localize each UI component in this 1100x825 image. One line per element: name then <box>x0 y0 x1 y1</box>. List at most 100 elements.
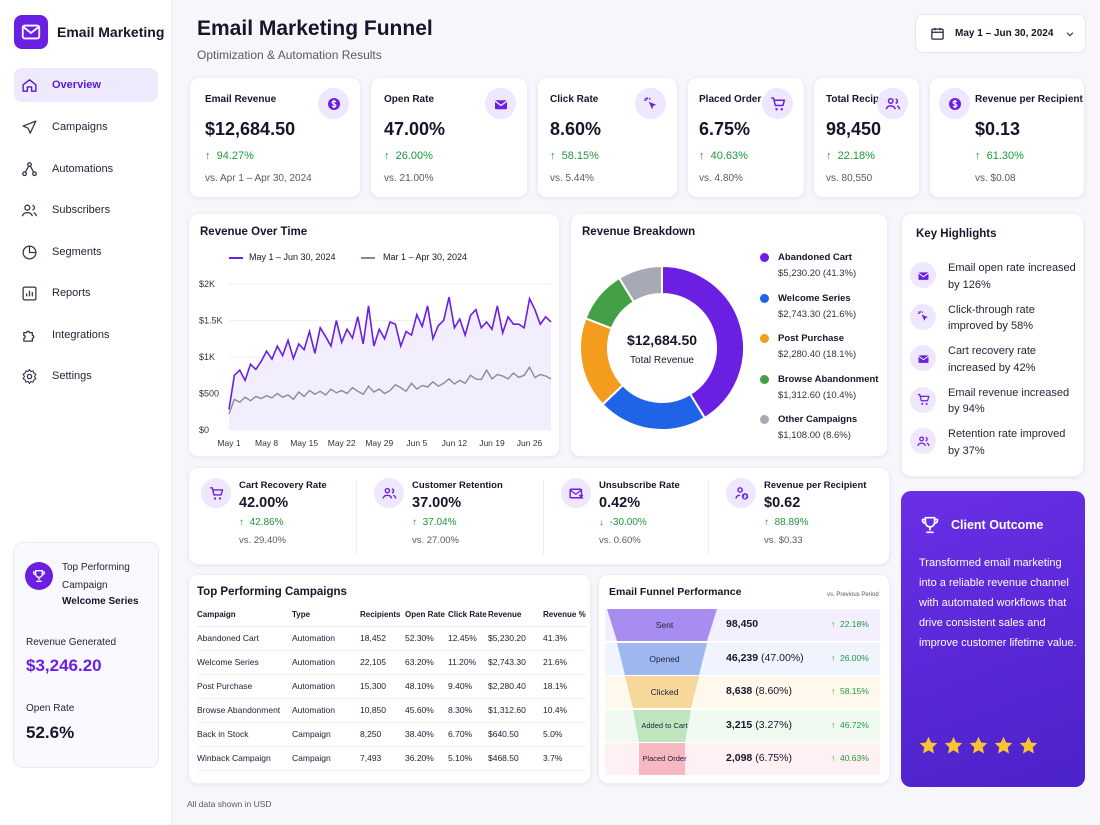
kpi-value: 47.00% <box>384 119 446 139</box>
sidebar-item-subscribers[interactable]: Subscribers <box>14 193 158 227</box>
kpi-label: Email Revenue <box>205 94 277 105</box>
table-cell: 12.45% <box>448 626 488 651</box>
column-header[interactable]: Campaign <box>197 604 292 627</box>
sidebar-item-label: Integrations <box>52 329 110 341</box>
table-cell: 18,452 <box>360 626 405 651</box>
legend-current: May 1 – Jun 30, 2024 <box>249 252 336 262</box>
kpi-label: Placed Order Rate <box>699 94 786 105</box>
column-header[interactable]: Click Rate <box>448 604 488 627</box>
sidebar-item-segments[interactable]: Segments <box>14 235 158 269</box>
funnel-count: 98,450 <box>726 618 759 630</box>
funnel-stage-value: 2,098 (6.75%) <box>726 752 792 764</box>
kpi-label: Click Rate <box>550 94 599 105</box>
table-cell: 5.10% <box>448 746 488 771</box>
cursor-click-icon <box>643 96 656 109</box>
sidebar-item-label: Campaigns <box>52 121 108 133</box>
kpi-change-value: 94.27% <box>216 150 254 162</box>
revenue-line-chart: $0 $500 $1K $1.5K $2K May 1 May 8 May 15 May 22 M… <box>199 279 552 448</box>
kpi-icon <box>318 88 349 119</box>
sidebar-item-label: Segments <box>52 246 102 258</box>
sidebar-item-label: Subscribers <box>52 204 111 216</box>
y-tick-label: $1.5K <box>199 316 223 326</box>
table-row[interactable]: Browse Abandonment Automation 10,850 45.60%… <box>197 698 587 723</box>
table-cell: 63.20% <box>405 650 448 675</box>
legend-name: Post Purchase <box>778 333 844 344</box>
legend-previous: Mar 1 – Apr 30, 2024 <box>383 252 468 262</box>
funnel-count: 2,098 <box>726 752 753 765</box>
column-header[interactable]: Revenue % <box>543 604 587 627</box>
revenue-generated-label: Revenue Generated <box>26 637 117 648</box>
column-header[interactable]: Recipients <box>360 604 405 627</box>
date-range-picker[interactable]: May 1 – Jun 30, 2024 <box>915 14 1086 53</box>
top-campaign-heading: Top Performing Campaign <box>62 562 130 591</box>
metric-value: 42.00% <box>239 495 289 511</box>
sidebar-item-label: Reports <box>52 287 91 299</box>
kpi-change-value: 58.15% <box>561 150 599 162</box>
logo[interactable] <box>14 15 48 49</box>
table-cell: 48.10% <box>405 674 448 699</box>
table-row[interactable]: Post Purchase Automation 15,300 48.10% 9.40%… <box>197 674 587 699</box>
footer-note: All data shown in USD <box>187 799 272 809</box>
table-row[interactable]: Winback Campaign Campaign 7,493 36.20% 5.10%… <box>197 746 587 771</box>
x-tick-label: May 15 <box>290 438 318 448</box>
table-cell: 45.60% <box>405 698 448 723</box>
sidebar-item-integrations[interactable]: Integrations <box>14 318 158 352</box>
cart-icon <box>917 394 929 406</box>
column-header[interactable]: Type <box>292 604 360 627</box>
star-icon <box>969 736 988 754</box>
sidebar-item-reports[interactable]: Reports <box>14 276 158 310</box>
page-subtitle: Optimization & Automation Results <box>197 48 382 62</box>
table-row[interactable]: Welcome Series Automation 22,105 63.20% 11.2… <box>197 650 587 675</box>
campaigns-table: Campaign Type Recipients Open Rate Click Rat… <box>197 604 587 771</box>
metric-label: Unsubscribe Rate <box>599 480 680 491</box>
table-cell: 5.0% <box>543 722 587 747</box>
funnel-stage-label: Added to Cart <box>641 720 688 730</box>
funnel-change: ↑ 22.18% <box>831 619 869 629</box>
sidebar-item-label: Automations <box>52 163 114 175</box>
column-header[interactable]: Open Rate <box>405 604 448 627</box>
funnel-segment <box>607 609 717 641</box>
sidebar-item-campaigns[interactable]: Campaigns <box>14 110 158 144</box>
revenue-generated-value: $3,246.20 <box>26 656 102 675</box>
arrow-up-icon: ↑ <box>831 753 836 764</box>
x-tick-label: May 8 <box>255 438 278 448</box>
sidebar-item-overview[interactable]: Overview <box>14 68 158 102</box>
funnel-shape <box>633 709 691 742</box>
table-cell: Automation <box>292 674 360 699</box>
y-tick-label: $500 <box>199 389 219 399</box>
table-row[interactable]: Back in Stock Campaign 8,250 38.40% 6.70% $64… <box>197 722 587 747</box>
legend-name: Browse Abandonment <box>778 373 879 385</box>
table-row[interactable]: Abandoned Cart Automation 18,452 52.30% 12.4… <box>197 626 587 651</box>
cart-icon <box>209 486 223 500</box>
metric-change: ↑ 42.86% <box>239 517 283 528</box>
metric-icon <box>201 478 231 508</box>
revenue-chart-title: Revenue Over Time <box>200 226 308 238</box>
kpi-prev: vs. Apr 1 – Apr 30, 2024 <box>205 173 312 184</box>
column-header[interactable]: Revenue <box>488 604 543 627</box>
star-icon <box>919 736 938 754</box>
sidebar-item-automations[interactable]: Automations <box>14 152 158 186</box>
sidebar-item-settings[interactable]: Settings <box>14 359 158 393</box>
highlight-icon <box>910 428 936 455</box>
funnel-title: Email Funnel Performance <box>609 586 742 598</box>
kpi-change: ↑ 58.15% <box>550 150 599 162</box>
home-icon <box>22 78 37 92</box>
legend-swatch <box>760 334 769 343</box>
funnel-stage: Clicked 8,638 (8.60%) ↑ 58.15% <box>605 676 880 709</box>
table-cell: Back in Stock <box>197 722 292 747</box>
legend-line-current <box>229 257 243 259</box>
kpi-label: Total Recipients <box>826 94 903 105</box>
legend-name: Other Campaigns <box>778 414 858 425</box>
kpi-icon <box>939 88 970 119</box>
metric-change: ↓ -30.00% <box>599 517 647 528</box>
metric-icon <box>374 478 404 508</box>
trophy-icon <box>32 570 46 582</box>
funnel-stage-value: 8,638 (8.60%) <box>726 685 792 697</box>
kpi-change: ↑ 61.30% <box>975 150 1024 162</box>
highlights-title: Key Highlights <box>916 228 997 240</box>
chevron-down-icon <box>1067 31 1074 36</box>
funnel-stage-value: 98,450 <box>726 618 758 630</box>
open-rate-value: 52.6% <box>26 723 75 742</box>
kpi-label: Revenue per Recipient <box>975 94 1083 105</box>
funnel-change: ↑ 40.63% <box>831 753 869 763</box>
